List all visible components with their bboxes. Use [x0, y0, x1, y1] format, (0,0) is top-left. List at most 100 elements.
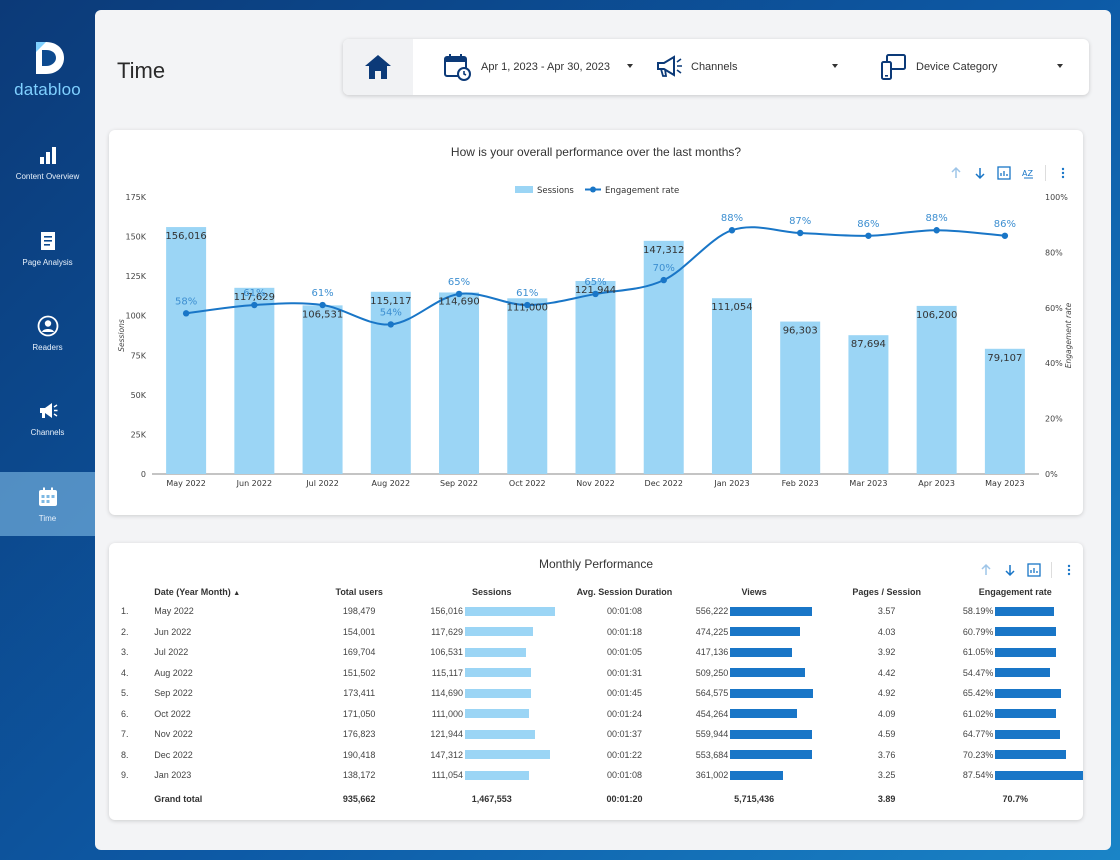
cell-date: Jul 2022 [154, 647, 189, 658]
chart-options-icon[interactable] [1027, 563, 1041, 577]
engagement-point [796, 229, 804, 237]
sidebar-item-content-overview[interactable]: Content Overview [0, 144, 95, 208]
sort-az-icon[interactable]: AZ [1021, 166, 1035, 180]
cell-views: 556,222 [682, 601, 826, 622]
y-tick-label: 150K [125, 233, 146, 242]
cell-avg-session-duration: 00:01:08 [606, 606, 642, 617]
cell-engagement-rate: 60.79% [947, 622, 1083, 643]
y-axis-title: Sessions [117, 319, 126, 352]
sidebar-item-label: Time [38, 514, 57, 523]
cell-avg-session-duration: 00:01:08 [606, 770, 642, 781]
table-row[interactable]: 7. Nov 2022 176,823 121,944 00:01:37 559,944 4… [119, 724, 1083, 745]
more-vertical-icon[interactable] [1062, 563, 1076, 577]
sort-descending-icon[interactable] [1003, 563, 1017, 577]
cell-avg-session-duration: 00:01:18 [606, 626, 642, 637]
cell-engagement-rate: 65.42% [947, 683, 1083, 704]
sort-ascending-icon[interactable] [949, 166, 963, 180]
engagement-point [660, 276, 667, 284]
date-range-filter[interactable]: Apr 1, 2023 - Apr 30, 2023 [443, 39, 633, 95]
table-row[interactable]: 4. Aug 2022 151,502 115,117 00:01:31 509,250 4… [119, 663, 1083, 684]
cell-engagement-rate: 61.05% [947, 642, 1083, 663]
column-header-sessions[interactable]: Sessions [472, 587, 512, 597]
x-tick-label: Nov 2022 [576, 479, 615, 488]
chart-options-icon[interactable] [997, 166, 1011, 180]
cell-views: 361,002 [682, 765, 826, 786]
cell-avg-session-duration: 00:01:31 [606, 667, 642, 678]
views-value: 564,575 [695, 688, 729, 699]
column-header-total-users[interactable]: Total users [335, 587, 383, 597]
device-category-filter[interactable]: Device Category [881, 39, 1063, 95]
brand-logo[interactable]: databloo [0, 38, 95, 100]
sidebar-item-page-analysis[interactable]: Page Analysis [0, 230, 95, 294]
total-label: Grand total [154, 793, 203, 804]
sessions-data-label: 115,117 [370, 296, 411, 307]
index-header [119, 583, 154, 601]
table-row[interactable]: 8. Dec 2022 190,418 147,312 00:01:22 553,684 3… [119, 745, 1083, 766]
views-value: 553,684 [695, 749, 729, 760]
sort-ascending-icon[interactable] [979, 563, 993, 577]
column-header-avg-session-duration[interactable]: Avg. Session Duration [576, 587, 673, 597]
engagement-data-label: 54% [380, 307, 402, 318]
engagement-data-label: 65% [448, 277, 470, 288]
sessions-data-label: 79,107 [987, 353, 1022, 364]
y-tick-label: 50K [131, 391, 147, 400]
x-tick-label: May 2023 [985, 479, 1024, 488]
sidebar-item-readers[interactable]: Readers [0, 315, 95, 379]
more-vertical-icon[interactable] [1056, 166, 1070, 180]
table-row[interactable]: 5. Sep 2022 173,411 114,690 00:01:45 564,575 4… [119, 683, 1083, 704]
column-header-engagement-rate[interactable]: Engagement rate [978, 587, 1052, 597]
column-header-pages-per-session[interactable]: Pages / Session [852, 587, 921, 597]
cell-avg-session-duration: 00:01:24 [606, 708, 642, 719]
y-tick-label: 125K [125, 272, 146, 281]
x-tick-label: Jun 2022 [236, 479, 272, 488]
sessions-bar [464, 750, 550, 760]
engagement-value: 64.77% [962, 729, 994, 740]
column-header-views[interactable]: Views [741, 587, 767, 597]
x-tick-label: Apr 2023 [918, 479, 955, 488]
y-tick-label: 175K [125, 193, 146, 202]
sort-descending-icon[interactable] [973, 166, 987, 180]
cell-total-users: 169,704 [342, 647, 376, 658]
y2-axis-title: Engagement rate [1064, 302, 1073, 368]
engagement-data-label: 87% [789, 216, 811, 227]
engagement-data-label: 86% [994, 219, 1016, 230]
total-sessions: 1,467,553 [471, 793, 512, 804]
sessions-value: 117,629 [431, 626, 463, 637]
row-index: 7. [121, 729, 129, 740]
table-row[interactable]: 1. May 2022 198,479 156,016 00:01:08 556,222 3… [119, 601, 1083, 622]
sessions-data-label: 106,200 [916, 310, 957, 321]
channels-filter[interactable]: Channels [656, 39, 838, 95]
y2-tick-label: 80% [1045, 248, 1063, 257]
cell-views: 509,250 [682, 663, 826, 684]
table-row[interactable]: 2. Jun 2022 154,001 117,629 00:01:18 474,225 4… [119, 622, 1083, 643]
engagement-point [728, 227, 736, 234]
sidebar-item-label: Page Analysis [22, 258, 73, 267]
sessions-bar [643, 240, 684, 474]
chevron-down-icon [832, 64, 838, 68]
brand-name: databloo [14, 80, 81, 99]
device-category-value: Device Category [916, 61, 998, 73]
cell-engagement-rate: 58.19% [947, 601, 1083, 622]
sessions-data-label: 147,312 [643, 245, 684, 256]
engagement-bar [995, 709, 1057, 719]
table-row[interactable]: 9. Jan 2023 138,172 111,054 00:01:08 361,002 3… [119, 765, 1083, 786]
cell-total-users: 173,411 [343, 688, 376, 699]
views-bar [730, 668, 806, 678]
sidebar-item-time[interactable]: Time [0, 472, 95, 536]
sessions-data-label: 106,531 [302, 309, 343, 320]
sessions-value: 106,531 [430, 647, 463, 658]
cell-pages-per-session: 4.03 [877, 626, 896, 637]
sidebar-item-channels[interactable]: Channels [0, 400, 95, 464]
cell-engagement-rate: 87.54% [947, 765, 1083, 786]
home-button[interactable] [343, 39, 413, 95]
table-row[interactable]: 6. Oct 2022 171,050 111,000 00:01:24 454,264 4… [119, 704, 1083, 725]
column-header-date[interactable]: Date (Year Month) ▲ [154, 587, 241, 597]
engagement-bar [995, 668, 1050, 678]
cell-sessions: 111,000 [417, 704, 567, 725]
table-row[interactable]: 3. Jul 2022 169,704 106,531 00:01:05 417,136 3… [119, 642, 1083, 663]
cell-date: Sep 2022 [154, 688, 193, 699]
page-title: Time [117, 58, 166, 83]
cell-date: Nov 2022 [154, 729, 193, 740]
sessions-bar [464, 729, 536, 739]
cell-sessions: 156,016 [417, 601, 567, 622]
